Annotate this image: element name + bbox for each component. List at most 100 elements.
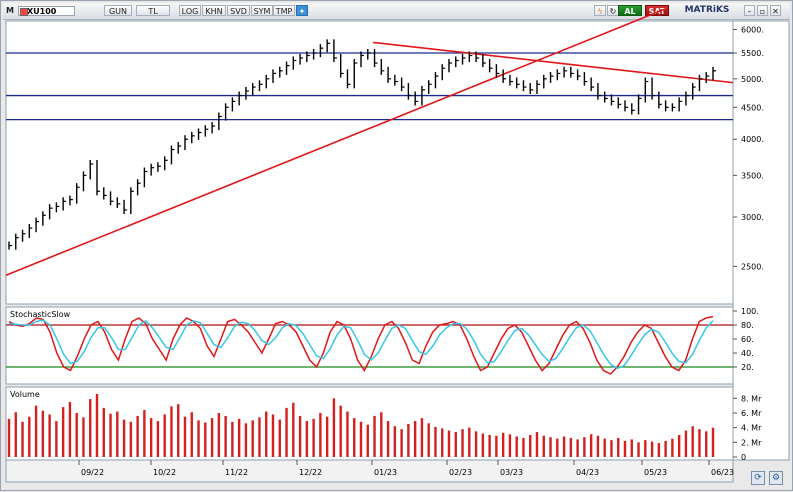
chart-toolbar: M XU100 GUN TL LOG KHN SVD SYM TMP ✦ ϟ ↻… (3, 3, 790, 20)
volume-bar (664, 440, 667, 457)
volume-bar (278, 419, 281, 457)
volume-bar (556, 438, 559, 457)
volume-bar (380, 412, 383, 457)
volume-bar (325, 416, 329, 457)
volume-bar (501, 432, 505, 457)
buy-button[interactable]: AL (618, 5, 642, 16)
volume-bar (373, 415, 376, 457)
volume-bar (346, 411, 349, 457)
tmp-button[interactable]: TMP (273, 5, 295, 16)
stochastic-k-line (8, 315, 714, 375)
volume-bar (589, 434, 593, 457)
volume-bar (34, 405, 38, 457)
volume-bar (298, 415, 302, 457)
price-axis-label: 4500. (741, 103, 764, 112)
volume-bar (156, 421, 160, 457)
volume-bar (116, 411, 119, 457)
stochastic-panel (5, 306, 734, 385)
khn-button[interactable]: KHN (202, 5, 226, 16)
volume-bar (495, 435, 498, 457)
volume-bar (41, 410, 45, 457)
volume-bar (610, 440, 613, 457)
volume-bar (190, 412, 193, 457)
price-axis-label: 6000. (741, 25, 764, 34)
volume-bar (109, 413, 112, 457)
volume-bar (48, 414, 51, 457)
volume-bar (549, 437, 552, 457)
volume-bar (312, 418, 315, 457)
volume-bar (650, 441, 654, 457)
volume-bar (177, 404, 180, 457)
trendline (5, 7, 669, 276)
volume-bar (68, 402, 72, 457)
volume-bar (677, 435, 681, 457)
volume-bar (535, 432, 539, 457)
volume-bar (508, 434, 512, 457)
x-axis-label: 11/22 (225, 468, 248, 477)
volume-bar (95, 393, 99, 457)
volume-bar (129, 421, 133, 457)
volume-bar (244, 423, 248, 457)
volume-bar (583, 437, 586, 457)
volume-bar (21, 421, 24, 457)
currency-button[interactable]: TL (136, 5, 170, 16)
volume-bar (122, 419, 126, 457)
trendline (372, 41, 734, 84)
volume-bar (630, 439, 633, 457)
volume-bar (447, 430, 451, 457)
restore-button[interactable]: ▫ (757, 5, 768, 16)
volume-bar (237, 418, 241, 457)
volume-bar (603, 438, 606, 457)
twitter-icon[interactable]: ✦ (296, 5, 308, 16)
sync-icon[interactable]: ⟳ (751, 471, 765, 485)
stochastic-axis-label: 80. (741, 321, 754, 330)
price-panel (5, 20, 734, 305)
volume-bar (292, 402, 295, 457)
volume-bar (204, 422, 207, 457)
period-button[interactable]: GUN (104, 5, 132, 16)
svd-button[interactable]: SVD (227, 5, 250, 16)
volume-axis-label: 2. Mr (741, 438, 762, 447)
sym-button[interactable]: SYM (251, 5, 273, 16)
price-axis-label: 4000. (741, 135, 764, 144)
log-button[interactable]: LOG (179, 5, 201, 16)
volume-bar (529, 435, 532, 457)
volume-bar (55, 421, 58, 457)
volume-bar (149, 418, 153, 457)
status-bar: ⟳ ⚙ (3, 463, 790, 489)
stochastic-axis-label: 60. (741, 335, 754, 344)
volume-bar (420, 418, 424, 457)
volume-axis-label: 8. Mr (741, 394, 762, 403)
x-axis-label: 05/23 (644, 468, 667, 477)
volume-bar (522, 437, 525, 457)
volume-bar (217, 413, 221, 457)
symbol-field[interactable]: XU100 (18, 6, 75, 16)
volume-axis-label: 6. Mr (741, 409, 762, 418)
volume-bar (576, 439, 579, 457)
menu-m-button[interactable]: M (6, 6, 14, 15)
stochastic-axis-label: 40. (741, 349, 754, 358)
volume-bar (231, 421, 234, 457)
minimize-button[interactable]: – (744, 5, 755, 16)
x-axis-label: 03/23 (500, 468, 523, 477)
volume-bar (251, 420, 254, 457)
volume-axis-label: 4. Mr (741, 424, 762, 433)
volume-bar (698, 429, 701, 457)
price-axis-label: 2500. (741, 262, 764, 271)
price-axis-label: 3500. (741, 171, 764, 180)
volume-bar (468, 427, 471, 457)
volume-bar (461, 429, 464, 457)
volume-bar (82, 417, 85, 457)
volume-bar (305, 421, 309, 457)
close-button[interactable]: ✕ (770, 5, 781, 16)
settings-icon[interactable]: ⚙ (769, 471, 783, 485)
volume-bar (644, 440, 647, 457)
volume-bar (671, 438, 674, 457)
volume-bar (441, 428, 444, 457)
volume-bar (332, 398, 336, 457)
volume-bar (515, 436, 518, 457)
volume-bar (258, 417, 261, 457)
lightning-icon[interactable]: ϟ (594, 5, 606, 16)
